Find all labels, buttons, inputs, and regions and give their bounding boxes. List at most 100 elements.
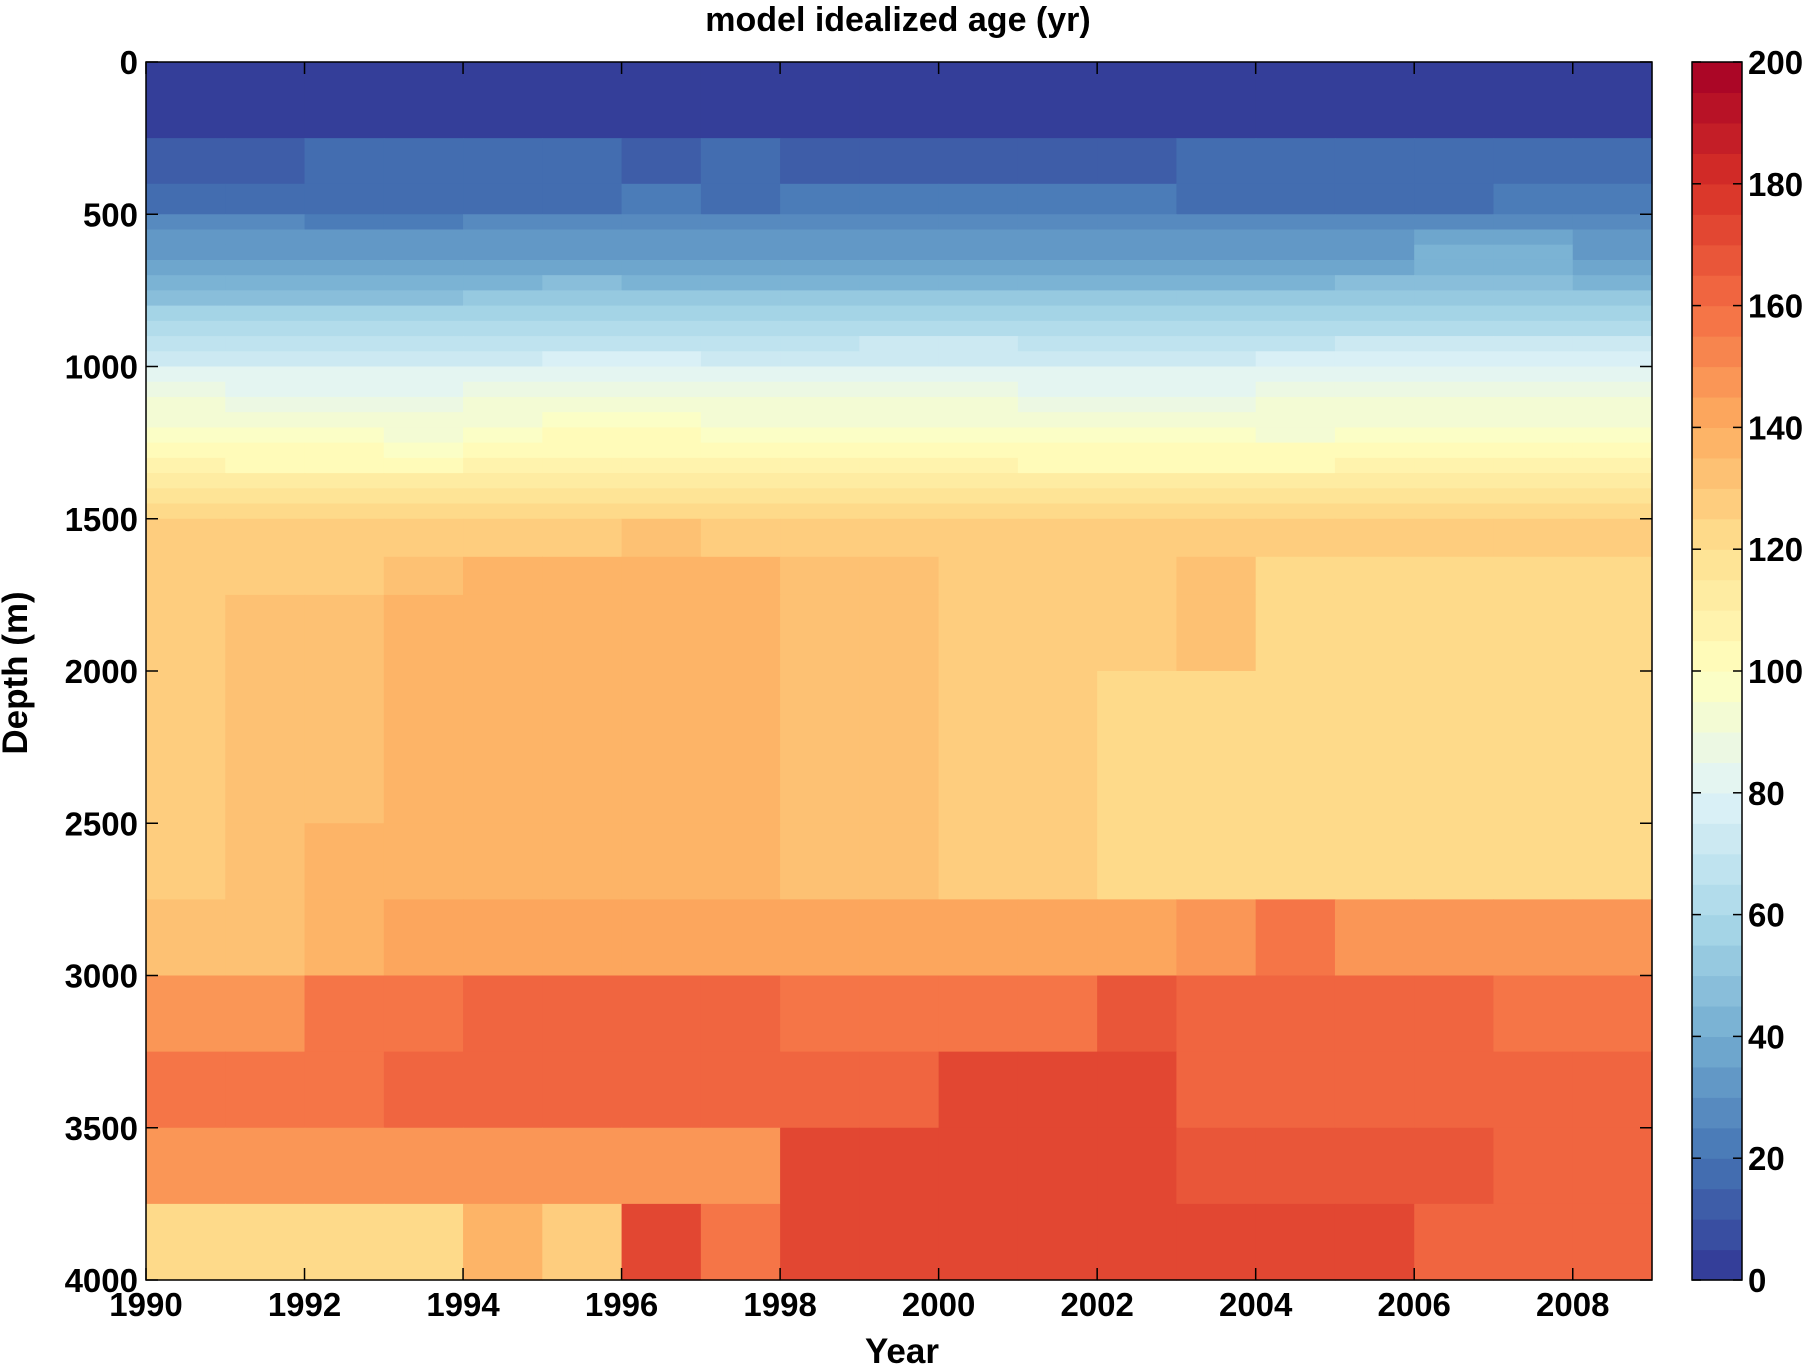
heatmap-cell <box>1176 975 1257 1053</box>
heatmap-cell <box>938 1203 1019 1281</box>
y-axis-label: Depth (m) <box>0 591 35 754</box>
heatmap-cell <box>383 899 464 977</box>
heatmap-cell <box>1572 305 1653 322</box>
colorbar-segment <box>1692 1066 1742 1098</box>
heatmap-cell <box>859 427 940 444</box>
heatmap-cell <box>542 305 623 322</box>
heatmap-cell <box>542 62 623 139</box>
heatmap-cell <box>780 336 860 352</box>
heatmap-cell <box>1176 320 1257 337</box>
heatmap-cell <box>1097 275 1178 291</box>
heatmap-cell <box>1017 823 1098 900</box>
heatmap-cell <box>1493 366 1574 383</box>
heatmap-cell <box>225 556 306 596</box>
heatmap-cell <box>700 442 781 459</box>
heatmap-cell <box>780 488 860 505</box>
heatmap-cell <box>1414 244 1495 261</box>
heatmap-cell <box>225 259 306 276</box>
heatmap-cell <box>146 396 226 413</box>
heatmap-cell <box>1097 442 1178 459</box>
heatmap-cell <box>304 473 385 489</box>
heatmap-cell <box>225 366 306 383</box>
heatmap-cell <box>1255 259 1336 276</box>
heatmap-cell <box>1255 320 1336 337</box>
heatmap-cell <box>383 671 464 824</box>
heatmap-cell <box>700 229 781 246</box>
heatmap-cell <box>542 290 623 307</box>
heatmap-cell <box>383 320 464 337</box>
heatmap-cell <box>859 381 940 398</box>
heatmap-cell <box>1334 427 1415 444</box>
heatmap-cell <box>700 351 781 368</box>
heatmap-cell <box>780 556 860 596</box>
colorbar-segment <box>1692 549 1742 581</box>
heatmap-cell <box>1334 183 1415 215</box>
heatmap-cell <box>225 412 306 428</box>
heatmap-cell <box>383 503 464 520</box>
colorbar-segment <box>1692 671 1742 703</box>
heatmap-cell <box>621 457 702 474</box>
heatmap-cell <box>1017 336 1098 352</box>
heatmap-cell <box>383 366 464 383</box>
colorbar-segment <box>1692 1036 1742 1068</box>
heatmap-cell <box>225 138 306 185</box>
heatmap-cell <box>700 503 781 520</box>
colorbar-segment <box>1692 1158 1742 1190</box>
heatmap-cell <box>304 290 385 307</box>
heatmap-cell <box>542 183 623 215</box>
heatmap-cell <box>780 473 860 489</box>
colorbar-segment <box>1692 214 1742 246</box>
heatmap-cell <box>1176 62 1257 139</box>
heatmap-cell <box>938 396 1019 413</box>
heatmap-cell <box>1334 62 1415 139</box>
colorbar-tick-label: 200 <box>1748 44 1803 81</box>
colorbar-tick-label: 160 <box>1748 288 1803 325</box>
heatmap-cell <box>938 290 1019 307</box>
heatmap-cell <box>621 442 702 459</box>
heatmap-cell <box>859 899 940 977</box>
heatmap-cell <box>463 396 543 413</box>
heatmap-cell <box>700 823 781 900</box>
x-tick-label: 2000 <box>902 1286 975 1323</box>
heatmap-cell <box>146 823 226 900</box>
heatmap-cell <box>146 138 226 185</box>
heatmap-cell <box>1017 503 1098 520</box>
y-tick-label: 2000 <box>65 653 138 690</box>
heatmap-cell <box>780 214 860 231</box>
heatmap-cell <box>780 396 860 413</box>
heatmap-cell <box>1572 899 1653 977</box>
heatmap-cell <box>938 518 1019 558</box>
heatmap-cell <box>1097 671 1178 824</box>
heatmap-cell <box>1176 305 1257 322</box>
heatmap-cell <box>938 899 1019 977</box>
heatmap-cell <box>700 138 781 185</box>
heatmap-cell <box>1493 412 1574 428</box>
heatmap-cell <box>621 336 702 352</box>
heatmap-cell <box>463 427 543 444</box>
heatmap-cell <box>1493 244 1574 261</box>
heatmap-cell <box>304 366 385 383</box>
heatmap-cell <box>304 671 385 824</box>
heatmap-cell <box>1334 290 1415 307</box>
heatmap-cell <box>304 396 385 413</box>
y-tick-label: 1500 <box>65 501 138 538</box>
heatmap-cell <box>1493 214 1574 231</box>
heatmap-cell <box>304 138 385 185</box>
heatmap-cell <box>463 671 543 824</box>
heatmap-cell <box>1097 336 1178 352</box>
heatmap-cell <box>1255 183 1336 215</box>
heatmap-cell <box>1255 305 1336 322</box>
heatmap-cell <box>1414 275 1495 291</box>
colorbar-segment <box>1692 1249 1742 1281</box>
heatmap-cell <box>1176 457 1257 474</box>
heatmap-cell <box>780 305 860 322</box>
colorbar-segment <box>1692 183 1742 215</box>
heatmap-cell <box>1255 336 1336 352</box>
heatmap-cell <box>938 214 1019 231</box>
heatmap-cell <box>383 244 464 261</box>
heatmap-cell <box>1414 427 1495 444</box>
heatmap-cell <box>1176 899 1257 977</box>
heatmap-cell <box>1017 488 1098 505</box>
heatmap-cell <box>1334 229 1415 246</box>
heatmap-cell <box>542 518 623 558</box>
